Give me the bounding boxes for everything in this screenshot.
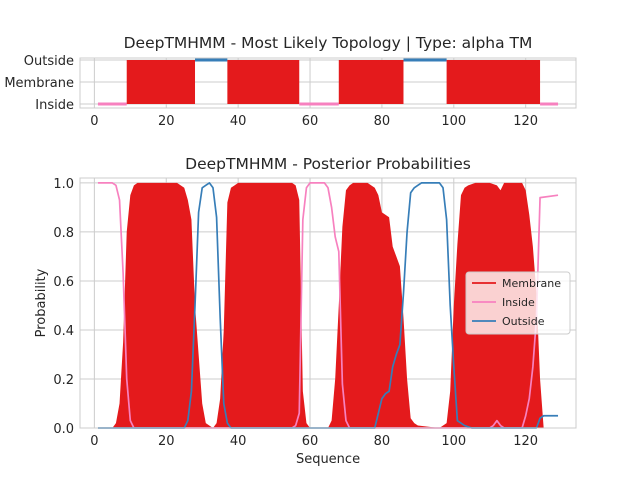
posterior-title: DeepTMHMM - Posterior Probabilities (185, 155, 471, 173)
topology-x-tick-label: 40 (230, 114, 247, 129)
topology-y-tick-label: Inside (35, 98, 74, 113)
topology-y-tick-labels: Inside Membrane Outside (4, 54, 74, 113)
legend-box (465, 271, 571, 335)
posterior-x-tick-label: 100 (441, 434, 466, 449)
posterior-x-tick-labels: 0 20 40 60 80 100 120 (90, 434, 538, 449)
topology-membrane-segment (446, 60, 541, 104)
posterior-y-tick-label: 0.6 (53, 275, 74, 290)
topology-x-tick-labels: 0 20 40 60 80 100 120 (90, 114, 538, 129)
inside-probability-line (97, 182, 559, 429)
legend-label-inside: Inside (502, 296, 535, 309)
posterior-x-tick-label: 60 (302, 434, 319, 449)
topology-x-tick-label: 120 (513, 114, 538, 129)
outside-probability-line (97, 182, 559, 429)
posterior-y-tick-label: 0.4 (53, 324, 74, 339)
topology-x-tick-label: 80 (374, 114, 391, 129)
legend: Membrane Inside Outside (465, 271, 571, 335)
posterior-x-tick-label: 20 (158, 434, 175, 449)
posterior-x-tick-label: 0 (90, 434, 98, 449)
y-axis-label: Probability (34, 268, 49, 337)
posterior-y-tick-label: 1.0 (53, 177, 74, 192)
topology-x-tick-label: 20 (158, 114, 175, 129)
posterior-x-tick-label: 40 (230, 434, 247, 449)
posterior-y-tick-label: 0.8 (53, 226, 74, 241)
topology-y-tick-label: Membrane (4, 76, 74, 91)
topology-x-tick-label: 60 (302, 114, 319, 129)
posterior-axes-frame (79, 177, 577, 429)
topology-title: DeepTMHMM - Most Likely Topology | Type:… (124, 34, 533, 52)
posterior-y-tick-label: 0.0 (53, 422, 74, 437)
topology-x-tick-label: 100 (441, 114, 466, 129)
posterior-panel: DeepTMHMM - Posterior Probabilities 0.00… (34, 155, 577, 467)
topology-y-tick-label: Outside (24, 54, 74, 69)
legend-label-outside: Outside (502, 315, 545, 328)
x-axis-label: Sequence (296, 452, 360, 467)
posterior-y-tick-label: 0.2 (53, 373, 74, 388)
topology-membrane-segment (338, 60, 404, 104)
legend-label-membrane: Membrane (502, 277, 561, 290)
posterior-x-tick-label: 120 (513, 434, 538, 449)
topology-segments (97, 58, 559, 106)
topology-panel: DeepTMHMM - Most Likely Topology | Type:… (4, 34, 577, 129)
topology-axes-frame (79, 57, 577, 109)
posterior-y-tick-labels: 0.0 0.2 0.4 0.6 0.8 1.0 (53, 177, 74, 437)
topology-membrane-segment (227, 60, 300, 104)
topology-x-tick-label: 0 (90, 114, 98, 129)
posterior-x-tick-label: 80 (374, 434, 391, 449)
topology-membrane-segment (126, 60, 196, 104)
